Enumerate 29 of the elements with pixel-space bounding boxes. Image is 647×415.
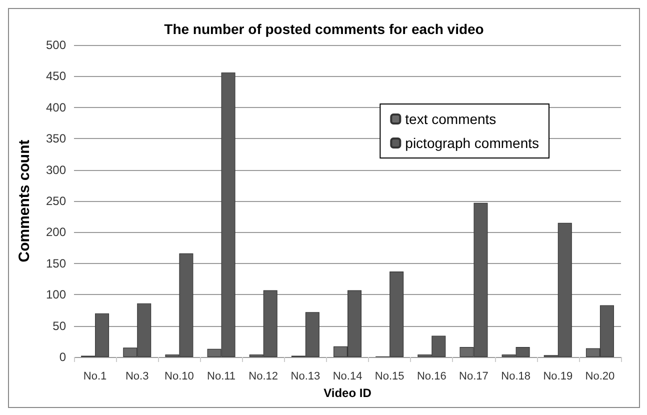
y-tick-label: 50: [52, 318, 66, 333]
legend-label: text comments: [405, 111, 496, 127]
y-tick-label: 0: [59, 350, 66, 364]
y-tick-label: 250: [46, 194, 66, 208]
x-tick-label: No.16: [416, 370, 446, 382]
y-axis-title: Comments count: [16, 140, 33, 262]
y-tick-label: 200: [46, 225, 66, 240]
y-tick-label: 400: [46, 100, 66, 114]
y-tick-label: 450: [46, 69, 66, 84]
chart-title: The number of posted comments for each video: [164, 21, 484, 37]
x-tick-label: No.3: [125, 370, 149, 382]
x-tick-label: No.11: [206, 370, 236, 382]
legend-label: pictograph comments: [405, 135, 540, 151]
x-tick-label: No.12: [248, 370, 278, 382]
x-tick-label: No.13: [290, 370, 320, 382]
y-tick-label: 150: [46, 256, 66, 270]
y-tick-label: 100: [46, 288, 66, 302]
x-tick-label: No.18: [501, 370, 530, 382]
x-tick-label: No.20: [585, 370, 615, 382]
y-tick-label: 300: [46, 162, 66, 177]
y-tick-label: 500: [46, 38, 66, 52]
x-tick-label: No.19: [543, 370, 573, 382]
x-tick-label: No.1: [83, 370, 107, 382]
x-axis-title: Video ID: [324, 386, 372, 400]
y-tick-label: 350: [46, 132, 66, 146]
x-tick-label: No.10: [164, 370, 194, 382]
x-tick-label: No.14: [332, 370, 362, 382]
x-tick-label: No.17: [459, 370, 488, 382]
x-tick-label: No.15: [374, 370, 404, 382]
